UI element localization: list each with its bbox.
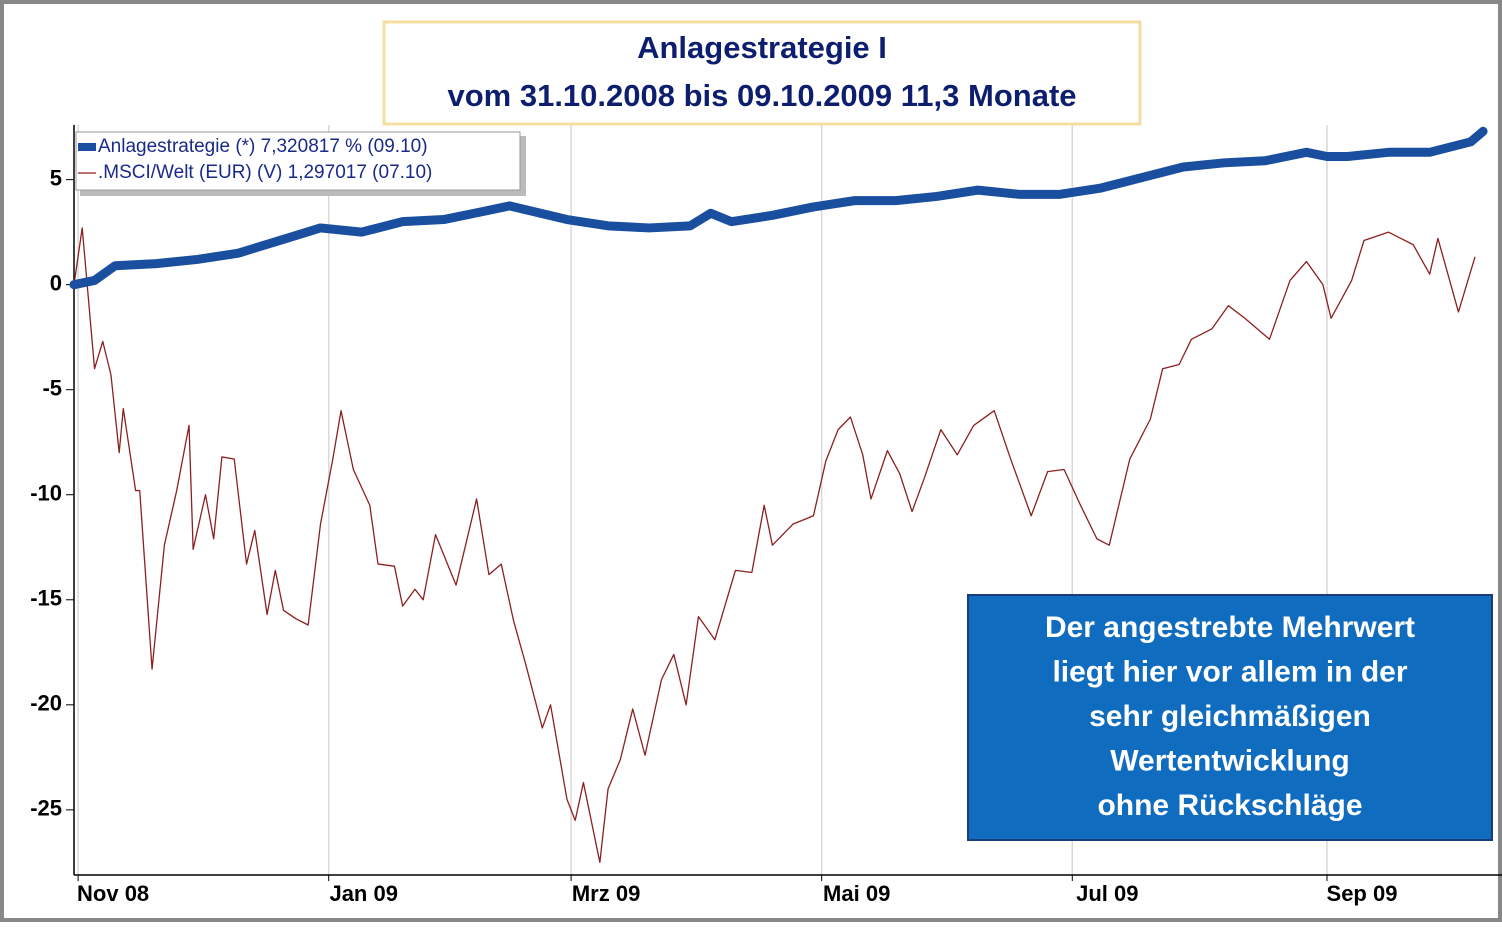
y-tick-label: -25 — [30, 796, 62, 821]
x-tick-label: Mai 09 — [823, 881, 890, 906]
y-tick-label: -10 — [30, 481, 62, 506]
legend-box — [75, 131, 521, 191]
annotation-line: Der angestrebte Mehrwert — [1045, 611, 1415, 644]
annotation-line: ohne Rückschläge — [1097, 789, 1362, 822]
x-tick-label: Mrz 09 — [572, 881, 640, 906]
annotation-line: sehr gleichmäßigen — [1089, 700, 1371, 733]
annotation-box — [967, 594, 1493, 841]
annotation-line: Wertentwicklung — [1110, 744, 1349, 777]
x-tick-label: Jul 09 — [1076, 881, 1138, 906]
chart-title: Anlagestrategie I — [637, 30, 887, 65]
y-tick-label: 5 — [50, 165, 62, 190]
annotation-line: liegt hier vor allem in der — [1052, 655, 1407, 688]
y-tick-label: -15 — [30, 586, 62, 611]
series-line — [73, 227, 1476, 864]
x-tick-label: Nov 08 — [77, 881, 149, 906]
x-tick-label: Jan 09 — [329, 881, 398, 906]
y-tick-label: -20 — [30, 691, 62, 716]
legend: Anlagestrategie (*) 7,320817 % (09.10) .M… — [75, 131, 526, 196]
x-tick-label: Sep 09 — [1327, 881, 1398, 906]
y-tick-label: 0 — [50, 270, 62, 295]
title-box — [382, 20, 1142, 126]
plot-area: Nov 08 Jan 09 Mrz 09 Mai 09 Jul 09 Sep 09 5 0 -5… — [30, 125, 1502, 906]
chart-subtitle: vom 31.10.2008 bis 09.10.2009 11,3 Monat… — [447, 78, 1076, 113]
y-tick-label: -5 — [42, 376, 62, 401]
legend-label: Anlagestrategie (*) 7,320817 % (09.10) — [98, 136, 428, 157]
annotation: Der angestrebte Mehrwert liegt hier vor a… — [1045, 611, 1415, 822]
legend-label: .MSCI/Welt (EUR) (V) 1,297017 (07.10) — [98, 162, 432, 183]
series-line — [69, 126, 1488, 290]
